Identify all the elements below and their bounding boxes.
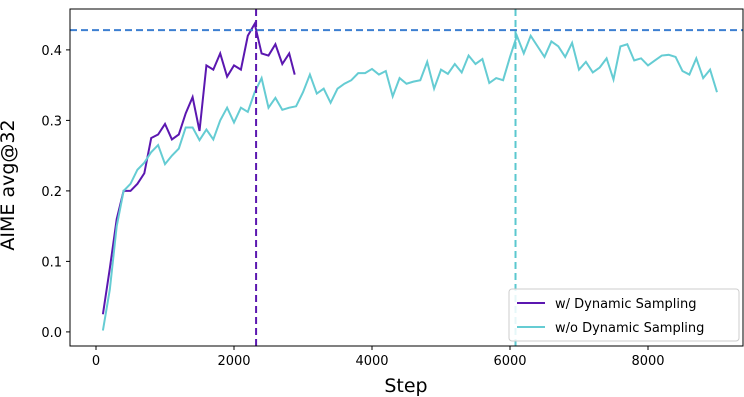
- series-line: [101, 32, 718, 331]
- x-tick-label: 2000: [217, 354, 250, 369]
- legend-box: [508, 288, 740, 342]
- legend-label: w/ Dynamic Sampling: [555, 297, 696, 312]
- plot-frame: [69, 8, 744, 347]
- x-tick-label: 4000: [355, 354, 388, 369]
- x-tick-label: 8000: [631, 354, 664, 369]
- y-axis-label: AIME avg@32: [0, 119, 19, 250]
- y-tick-label: 0.0: [41, 326, 62, 341]
- x-tick-label: 6000: [493, 354, 526, 369]
- series-line: [101, 21, 296, 315]
- legend-label: w/o Dynamic Sampling: [555, 321, 704, 336]
- x-axis-label: Step: [384, 375, 427, 397]
- y-tick-label: 0.3: [41, 114, 62, 129]
- y-tick-label: 0.1: [41, 255, 62, 270]
- x-tick-label: 0: [92, 354, 100, 369]
- y-tick-label: 0.2: [41, 185, 62, 200]
- y-tick-label: 0.4: [41, 44, 62, 59]
